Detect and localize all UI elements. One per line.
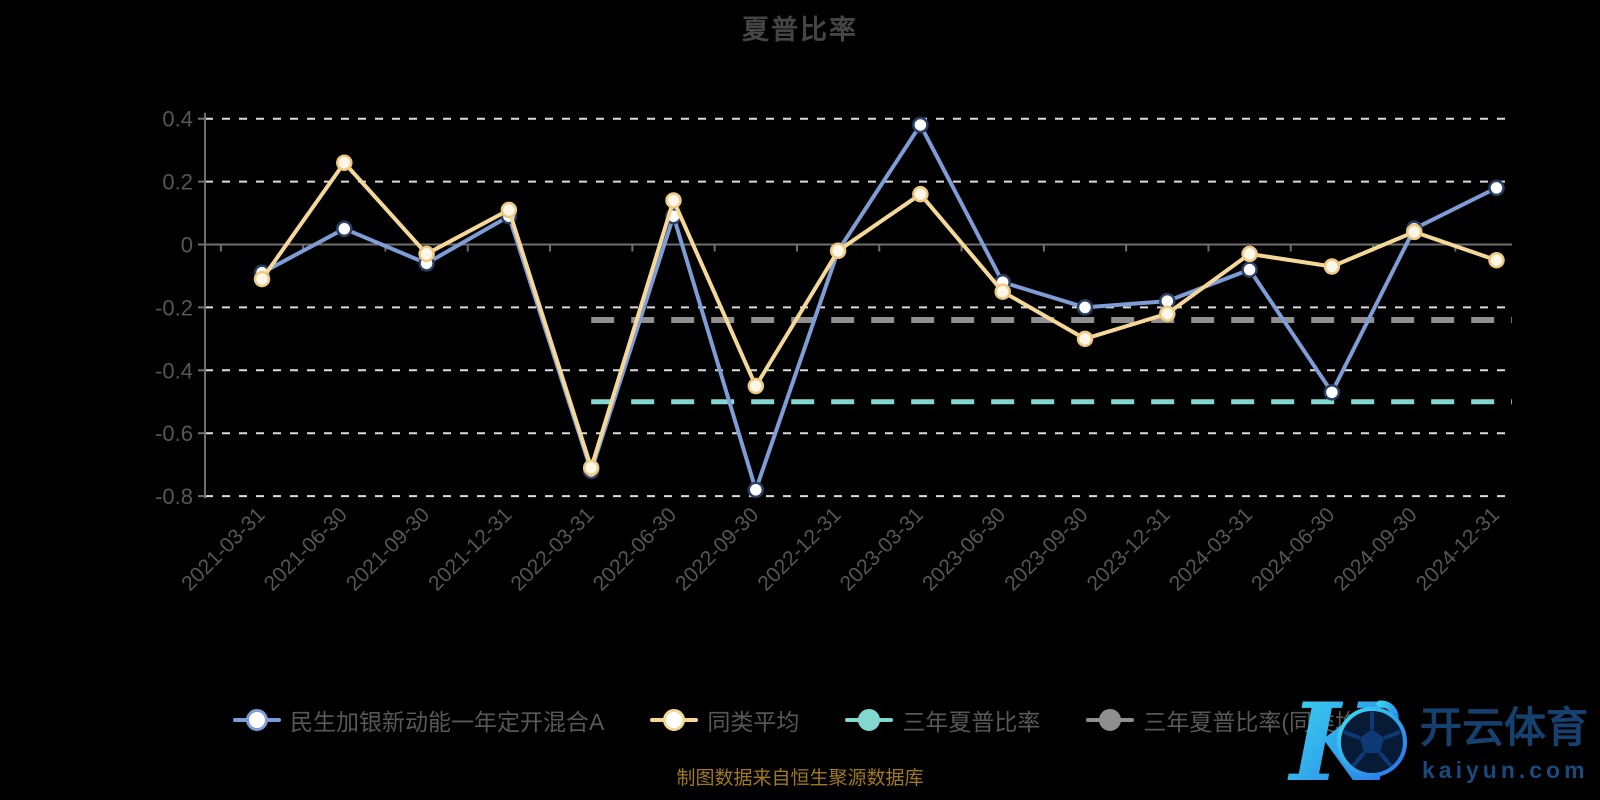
x-tick-label: 2024-03-31	[1165, 503, 1257, 595]
legend-marker-icon	[845, 708, 894, 732]
x-tick-label: 2022-03-31	[507, 503, 599, 595]
x-tick-label: 2024-12-31	[1412, 503, 1504, 595]
kaiyun-brand-text: 开云体育	[1420, 704, 1588, 751]
legend-item-2[interactable]: 三年夏普比率	[845, 703, 1040, 737]
y-tick-label: -0.4	[155, 358, 193, 383]
data-source-caption: 制图数据来自恒生聚源数据库	[676, 768, 924, 789]
data-point	[1159, 305, 1176, 322]
data-point	[336, 154, 353, 171]
kaiyun-watermark-logo[interactable]: K 开云体育 kaiyun.com	[1284, 686, 1596, 794]
x-tick-label: 2023-03-31	[836, 503, 928, 595]
data-point	[1488, 179, 1505, 197]
legend-marker-icon	[233, 708, 281, 732]
data-point	[747, 481, 765, 499]
x-tick-label: 2021-09-30	[342, 503, 434, 595]
series-line-民生加银新动能一年定开混合A	[260, 122, 1499, 492]
data-point	[1323, 258, 1341, 275]
x-tick-label: 2024-06-30	[1247, 503, 1339, 595]
y-tick-label: 0	[181, 233, 193, 258]
data-point	[1241, 261, 1258, 278]
data-point	[912, 116, 929, 134]
x-tick-label: 2021-03-31	[177, 503, 269, 595]
x-tick-label: 2024-09-30	[1330, 503, 1422, 595]
data-point	[1076, 330, 1094, 348]
x-tick-label: 2023-09-30	[1000, 503, 1092, 595]
legend-marker-icon	[1086, 708, 1135, 732]
x-tick-label: 2022-12-31	[753, 503, 845, 595]
legend-label: 同类平均	[707, 709, 800, 735]
y-tick-label: 0.4	[162, 107, 193, 132]
y-tick-label: 0.2	[162, 170, 193, 195]
data-point	[994, 283, 1011, 300]
y-tick-label: -0.6	[155, 421, 193, 446]
chart-legend: 民生加银新动能一年定开混合A 同类平均 三年夏普比率 三年夏普比率(同类均值)	[233, 703, 1389, 737]
x-tick-label: 2023-12-31	[1083, 503, 1175, 595]
legend-marker-icon	[650, 708, 699, 732]
series-line-同类平均	[260, 160, 1499, 470]
legend-item-1[interactable]: 同类平均	[650, 703, 799, 737]
chart-title: 夏普比率	[742, 15, 858, 45]
data-point	[582, 459, 600, 477]
soccer-ball-icon	[1337, 707, 1407, 777]
data-point	[500, 201, 518, 219]
legend-label: 民生加银新动能一年定开混合A	[290, 709, 605, 735]
data-point	[747, 377, 765, 395]
x-tick-label: 2023-06-30	[918, 503, 1010, 595]
legend-item-0[interactable]: 民生加银新动能一年定开混合A	[233, 703, 604, 737]
data-point	[1323, 384, 1341, 401]
data-point	[1405, 223, 1423, 241]
y-tick-label: -0.8	[155, 484, 193, 509]
x-tick-label: 2022-09-30	[671, 503, 763, 595]
data-point	[829, 242, 847, 260]
x-tick-label: 2021-12-31	[424, 503, 516, 595]
data-point	[912, 185, 929, 203]
data-point	[665, 192, 682, 209]
data-point	[418, 245, 435, 263]
data-point	[253, 270, 271, 288]
data-point	[1076, 299, 1094, 316]
x-tick-label: 2021-06-30	[260, 503, 352, 595]
data-point	[336, 220, 353, 238]
kaiyun-url-text: kaiyun.com	[1422, 757, 1589, 783]
x-tick-label: 2022-06-30	[589, 503, 681, 595]
data-point	[1241, 245, 1258, 263]
y-tick-label: -0.2	[155, 295, 193, 320]
data-point	[1488, 251, 1505, 269]
sharpe-ratio-line-chart: 0.4 0.2 0 -0.2 -0.4 -0.6 -0.82021-03-312021-06…	[155, 107, 1512, 595]
legend-label: 三年夏普比率	[902, 709, 1041, 735]
